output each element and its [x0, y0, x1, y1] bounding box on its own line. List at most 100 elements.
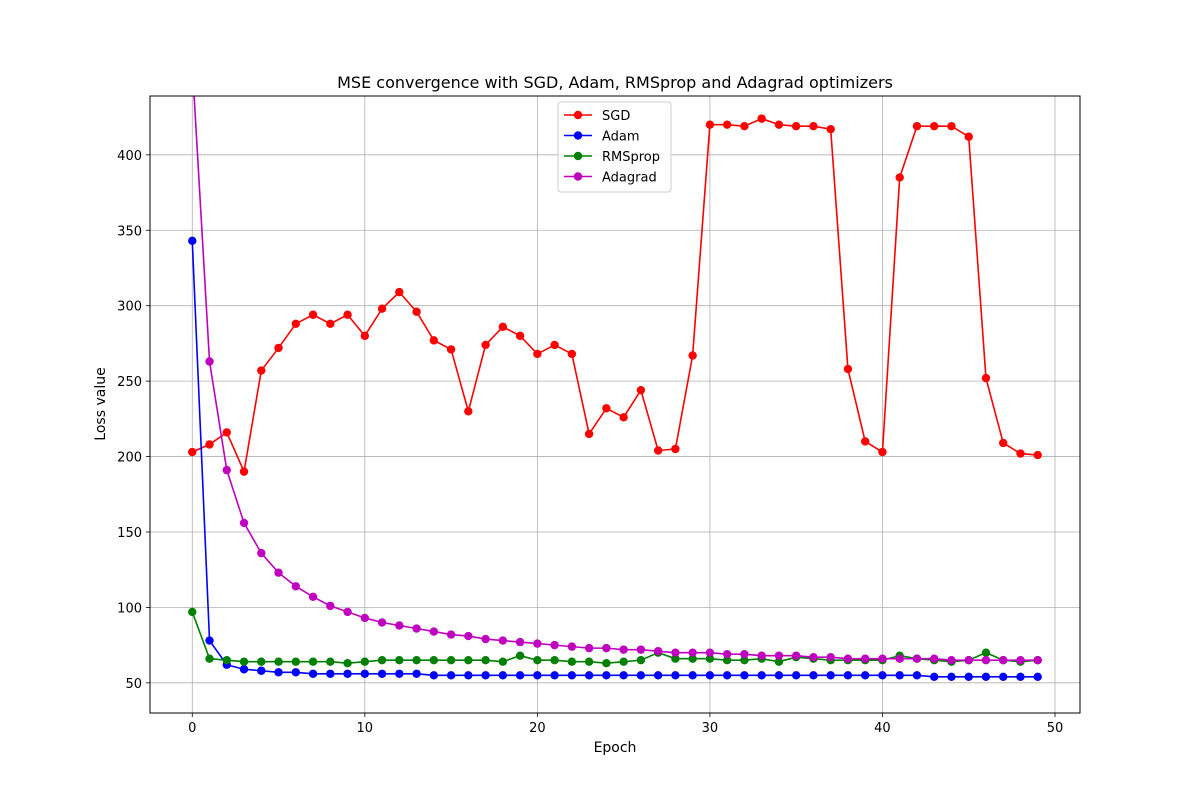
- legend-label-adam: Adam: [602, 130, 640, 145]
- data-point-rmsprop: [533, 656, 542, 665]
- data-point-sgd: [515, 331, 525, 341]
- data-point-adam: [308, 669, 318, 678]
- data-point-adam: [257, 666, 266, 675]
- x-tick-label: 0: [188, 721, 196, 736]
- data-point-sgd: [550, 340, 559, 350]
- data-point-adagrad: [602, 643, 611, 653]
- data-point-adagrad: [481, 634, 490, 644]
- legend-entry-adagrad: Adagrad: [564, 171, 657, 186]
- data-point-rmsprop: [584, 657, 594, 666]
- data-point-adagrad: [205, 357, 214, 366]
- data-point-rmsprop: [722, 656, 732, 665]
- series-adam: [188, 236, 1042, 681]
- data-point-adam: [860, 671, 870, 680]
- data-point-adagrad: [999, 656, 1008, 665]
- data-point-rmsprop: [740, 656, 749, 665]
- data-point-adam: [533, 671, 542, 680]
- data-point-sgd: [705, 120, 715, 129]
- data-point-adagrad: [981, 656, 991, 665]
- x-tick-label: 10: [357, 721, 374, 736]
- data-point-sgd: [567, 349, 577, 359]
- data-point-adam: [291, 668, 300, 677]
- x-tick-label: 20: [529, 721, 546, 736]
- data-point-adagrad: [360, 613, 370, 623]
- data-point-adam: [636, 671, 646, 680]
- data-point-sgd: [636, 385, 646, 395]
- data-point-adam: [653, 671, 663, 680]
- data-point-adagrad: [291, 582, 300, 591]
- data-point-adagrad: [567, 642, 577, 651]
- data-point-adam: [981, 672, 991, 681]
- data-point-adagrad: [1016, 656, 1025, 665]
- data-point-rmsprop: [688, 654, 697, 663]
- data-point-adam: [843, 671, 853, 680]
- data-point-sgd: [860, 437, 870, 446]
- data-point-rmsprop: [326, 657, 335, 666]
- data-point-adagrad: [722, 649, 732, 659]
- data-point-adagrad: [636, 645, 646, 654]
- legend-marker-adam: [573, 131, 583, 140]
- data-point-adagrad: [930, 654, 939, 663]
- data-point-adagrad: [671, 648, 680, 657]
- legend-label-adagrad: Adagrad: [602, 171, 657, 186]
- data-point-rmsprop: [429, 656, 439, 665]
- data-point-sgd: [602, 404, 611, 413]
- data-point-sgd: [791, 121, 801, 131]
- data-point-sgd: [291, 319, 300, 328]
- data-point-adagrad: [308, 592, 318, 602]
- data-point-rmsprop: [498, 657, 508, 666]
- series-sgd: [188, 114, 1042, 476]
- data-point-adagrad: [222, 465, 231, 475]
- data-point-adam: [671, 671, 680, 680]
- data-point-rmsprop: [308, 657, 318, 666]
- data-point-adam: [878, 671, 887, 680]
- data-point-sgd: [360, 331, 370, 341]
- data-point-adam: [567, 671, 577, 680]
- data-point-sgd: [188, 447, 197, 457]
- data-point-adam: [826, 671, 835, 680]
- legend-entry-sgd: SGD: [564, 109, 630, 124]
- data-point-adagrad: [826, 652, 835, 662]
- data-point-adagrad: [705, 648, 715, 657]
- data-point-adam: [722, 671, 732, 680]
- legend-label-rmsprop: RMSprop: [602, 150, 660, 165]
- data-point-adagrad: [498, 636, 508, 645]
- data-point-adam: [464, 671, 473, 680]
- data-point-adam: [377, 669, 387, 678]
- data-point-rmsprop: [671, 654, 680, 663]
- data-point-adam: [1033, 672, 1042, 681]
- x-axis-label: Epoch: [594, 740, 637, 756]
- data-point-adam: [429, 671, 439, 680]
- data-point-adagrad: [619, 645, 628, 654]
- data-point-adagrad: [791, 651, 801, 660]
- chart-title: MSE convergence with SGD, Adam, RMSprop …: [337, 73, 893, 92]
- y-tick-label: 350: [117, 224, 142, 239]
- legend-marker-adagrad: [573, 172, 583, 181]
- data-point-sgd: [533, 349, 542, 359]
- data-point-adagrad: [343, 607, 352, 617]
- data-point-sgd: [343, 310, 352, 319]
- data-point-rmsprop: [395, 656, 404, 665]
- data-point-rmsprop: [412, 656, 421, 665]
- data-point-sgd: [809, 121, 818, 131]
- data-point-adam: [326, 669, 335, 678]
- data-point-rmsprop: [464, 656, 473, 665]
- data-point-sgd: [826, 124, 835, 134]
- data-point-adam: [757, 671, 766, 680]
- series-layer: [188, 96, 1042, 681]
- y-tick-label: 100: [117, 601, 142, 616]
- data-point-adagrad: [464, 631, 473, 641]
- data-point-rmsprop: [274, 657, 283, 666]
- legend-label-sgd: SGD: [602, 109, 630, 124]
- data-point-adam: [947, 672, 956, 681]
- data-point-rmsprop: [636, 656, 646, 665]
- data-point-sgd: [878, 447, 887, 457]
- data-point-sgd: [429, 336, 439, 345]
- legend-box: [557, 101, 672, 193]
- data-point-adam: [412, 669, 421, 678]
- data-point-rmsprop: [567, 657, 577, 666]
- data-point-adam: [688, 671, 697, 680]
- y-tick-label: 300: [117, 300, 142, 315]
- data-point-rmsprop: [239, 657, 249, 666]
- data-point-adagrad: [550, 640, 559, 650]
